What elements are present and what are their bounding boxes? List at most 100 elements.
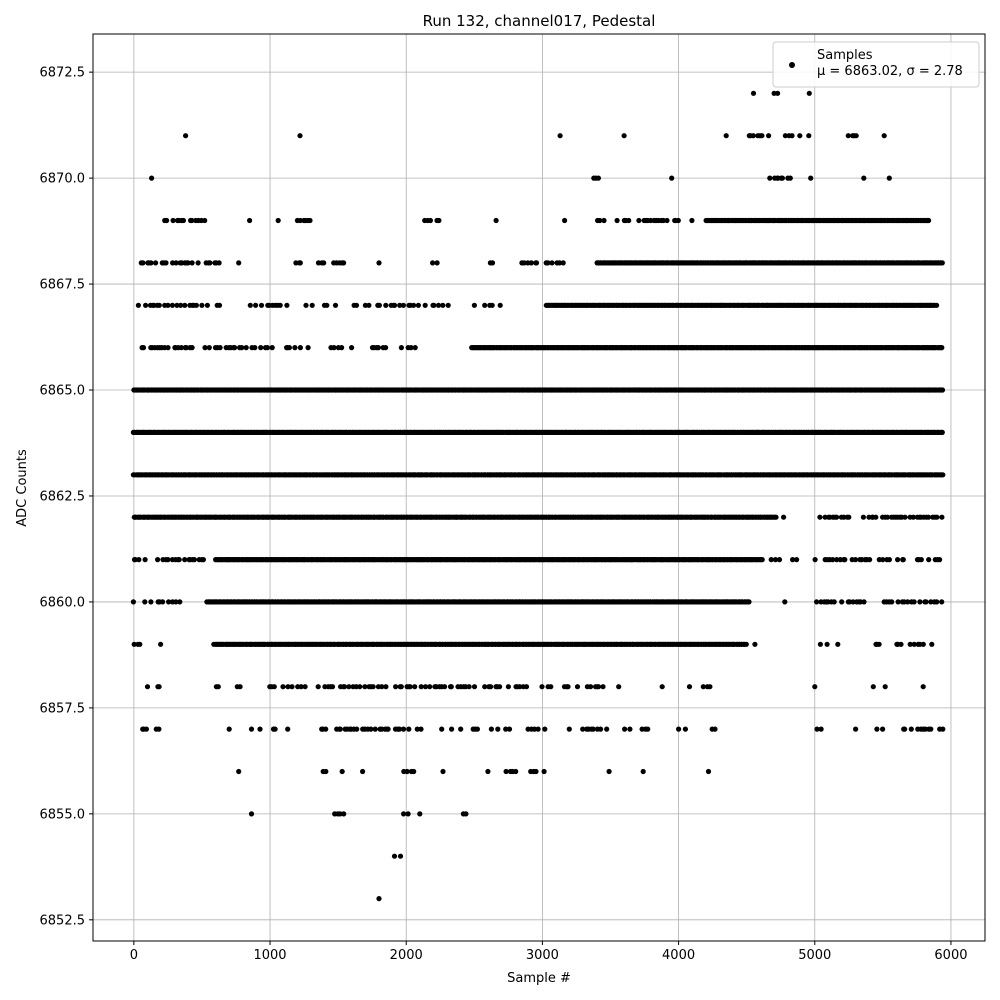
data-point <box>442 684 448 690</box>
data-point <box>768 557 774 563</box>
data-point <box>489 302 495 308</box>
data-point <box>309 302 315 308</box>
data-point <box>169 302 175 308</box>
data-point <box>911 641 917 647</box>
data-point <box>258 345 264 351</box>
data-point <box>418 726 424 732</box>
data-point <box>834 557 840 563</box>
data-point <box>910 514 917 520</box>
data-point <box>474 726 480 732</box>
data-point <box>598 726 604 732</box>
data-point <box>517 684 523 690</box>
data-point <box>248 811 255 817</box>
data-point <box>400 726 407 732</box>
data-point <box>895 557 901 563</box>
data-point <box>497 302 503 308</box>
data-point <box>285 726 291 732</box>
data-point <box>842 557 848 563</box>
data-point <box>616 684 622 690</box>
data-point <box>379 684 385 690</box>
data-point <box>315 684 321 690</box>
data-point <box>463 811 469 817</box>
data-point <box>565 684 571 690</box>
data-point <box>353 302 360 308</box>
data-point <box>929 641 935 647</box>
data-point <box>302 684 308 690</box>
data-point <box>880 557 886 563</box>
data-point <box>272 726 278 732</box>
data-point <box>506 726 513 732</box>
data-point <box>362 684 368 690</box>
data-point <box>398 684 404 690</box>
data-point <box>834 514 840 520</box>
data-point <box>830 557 836 563</box>
data-point <box>269 345 275 351</box>
data-point <box>898 641 904 647</box>
data-point <box>391 853 398 859</box>
data-point <box>232 345 238 351</box>
data-point <box>448 684 454 690</box>
data-point <box>831 599 837 605</box>
data-point <box>298 684 304 690</box>
data-point <box>548 684 554 690</box>
data-point <box>199 302 205 308</box>
data-point <box>305 345 311 351</box>
data-point <box>939 429 945 435</box>
data-point <box>482 684 488 690</box>
data-point <box>782 599 788 605</box>
data-point <box>445 302 451 308</box>
data-point <box>264 345 270 351</box>
data-points <box>130 90 946 902</box>
data-point <box>193 302 199 308</box>
data-point <box>401 811 407 817</box>
data-point <box>411 768 417 775</box>
data-point <box>252 345 258 351</box>
data-point <box>776 557 783 563</box>
data-point <box>902 726 908 732</box>
data-point <box>535 726 541 732</box>
data-point <box>606 768 612 775</box>
data-point <box>790 557 796 563</box>
data-point <box>200 557 206 563</box>
data-point <box>600 684 606 690</box>
data-point <box>861 599 867 605</box>
data-point <box>495 726 501 732</box>
data-point <box>431 302 437 308</box>
data-point <box>376 896 382 902</box>
data-point <box>156 684 162 690</box>
data-point <box>239 345 245 351</box>
data-point <box>253 302 259 308</box>
data-point <box>165 302 171 308</box>
data-point <box>247 302 253 308</box>
data-point <box>398 345 404 351</box>
data-point <box>458 726 464 732</box>
data-point <box>285 684 291 690</box>
data-point <box>882 684 888 690</box>
data-point <box>286 345 292 351</box>
data-point <box>794 557 800 563</box>
data-point <box>539 684 545 690</box>
data-point <box>383 345 389 351</box>
data-point <box>466 684 472 690</box>
data-point <box>183 345 189 351</box>
data-point <box>206 345 212 351</box>
data-point <box>542 726 548 732</box>
data-point <box>189 345 195 351</box>
data-point <box>905 599 911 605</box>
data-point <box>166 599 172 605</box>
data-point <box>337 726 343 732</box>
data-point <box>604 726 610 732</box>
data-point <box>627 726 633 732</box>
data-point <box>257 726 263 732</box>
data-point <box>580 726 586 732</box>
data-point <box>258 302 265 308</box>
data-point <box>835 641 841 647</box>
data-point <box>920 684 926 690</box>
data-point <box>884 514 891 520</box>
data-point <box>852 557 859 563</box>
data-point <box>396 726 402 732</box>
data-point <box>137 641 143 647</box>
data-point <box>392 302 398 308</box>
data-point <box>383 302 389 308</box>
data-point <box>414 726 420 732</box>
